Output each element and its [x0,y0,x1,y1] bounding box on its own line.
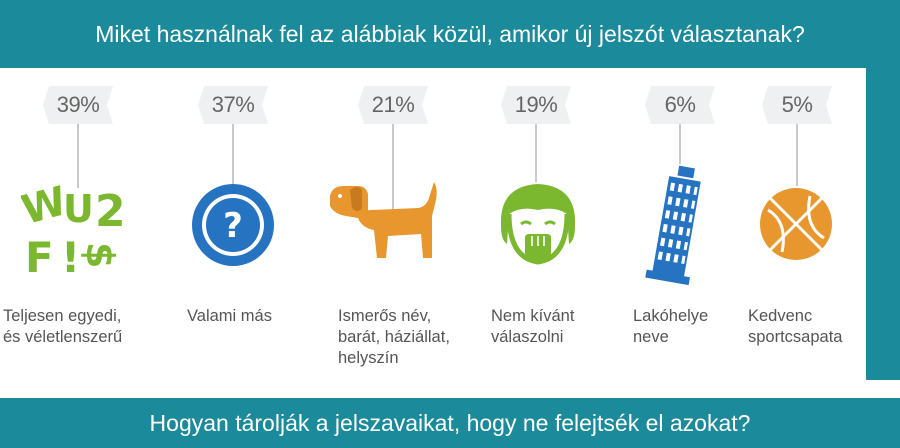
chart-item-3: 21% Ismerős név, barát, háziállat, helys… [318,0,468,380]
random-characters-icon: W U 2 F ! $ [21,180,126,278]
chart-item-1: 39% W U 2 F ! $ Teljesen egyedi, és véle… [3,0,153,380]
tag-stem [392,124,394,228]
tag-shape [43,86,113,124]
category-label: Valami más [187,307,272,325]
tag-stem [232,124,234,186]
question-mark-icon: ? [192,184,274,266]
footer-banner: Hogyan tárolják a jelszavaikat, hogy ne … [0,398,900,448]
value-label: 21% [371,92,415,117]
chart-item-6: 5% Kedvenc sportcsapata [722,0,872,380]
tag-stem [77,124,79,188]
tag-shape [358,86,428,124]
glyph-dollar: $ [78,242,122,268]
tag-shape [501,86,571,124]
category-label: Lakóhelye neve [633,307,709,346]
header-banner: Miket használnak fel az alábbiak közül, … [0,0,900,68]
right-accent-strip [866,68,900,380]
chart-item-5: 6% Lakóhelye neve [605,0,755,380]
basketball-icon [760,188,832,260]
percentage-tag: 37% [198,86,268,124]
chart-item-2: 37% ? Valami más [158,0,308,380]
category-label: Nem kívánt válaszolni [491,307,575,346]
tag-shape [762,86,832,124]
value-label: 37% [211,92,255,117]
category-label: Ismerős név, barát, háziállat, helyszín [338,307,450,367]
glyph-f: F [25,233,54,278]
dog-icon [330,182,437,258]
percentage-tag: 39% [43,86,113,124]
leaning-tower-icon [645,165,701,286]
percentage-tag: 21% [358,86,428,124]
percentage-tag: 5% [762,86,832,124]
tag-shape [198,86,268,124]
value-label: 39% [56,92,100,117]
glyph-u: U [63,187,94,231]
category-label: Teljesen egyedi, és véletlenszerű [3,307,123,346]
category-label: Kedvenc sportcsapata [748,307,843,346]
tag-stem [679,124,681,164]
tag-stem [535,124,537,182]
value-label: 5% [781,92,813,117]
percentage-tag: 6% [645,86,715,124]
tag-stem [796,124,798,186]
page-title: Miket használnak fel az alábbiak közül, … [95,20,805,47]
percentage-tag: 19% [501,86,571,124]
chart-item-4: 19% Nem kívánt válaszolni [461,0,611,380]
value-label: 19% [514,92,558,117]
next-section-title: Hogyan tárolják a jelszavaikat, hogy ne … [149,409,751,436]
question-glyph: ? [223,206,243,246]
glyph-exclamation: ! [61,233,80,278]
tag-shape [645,86,715,124]
value-label: 6% [664,92,696,117]
glyph-2: 2 [95,186,126,237]
girl-hand-over-mouth-icon [500,184,576,265]
